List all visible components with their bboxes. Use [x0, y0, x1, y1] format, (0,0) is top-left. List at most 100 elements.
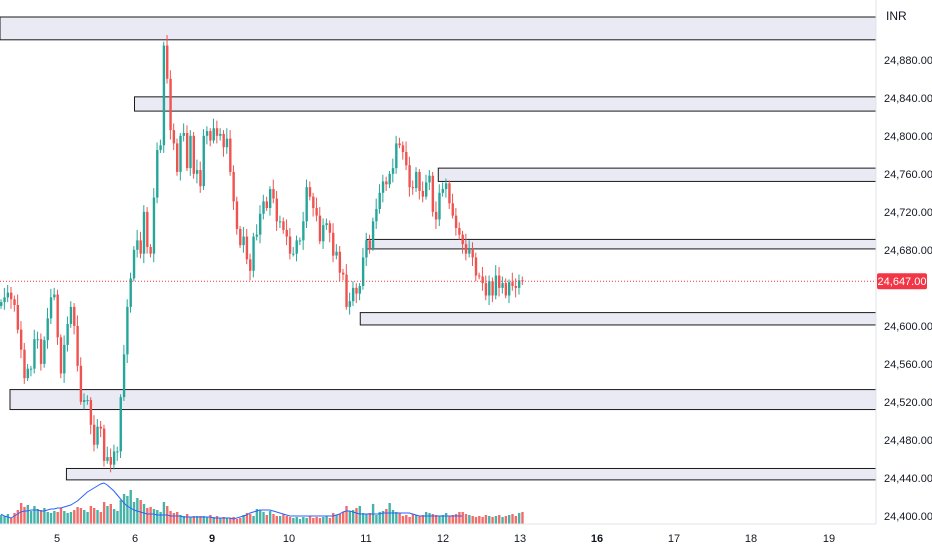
candle[interactable] [139, 231, 142, 259]
candle[interactable] [79, 357, 83, 405]
candle[interactable] [358, 283, 361, 301]
candle[interactable] [93, 415, 96, 452]
candle[interactable] [517, 274, 521, 295]
zone-0[interactable] [0, 16, 877, 41]
candle[interactable] [265, 196, 269, 211]
candle[interactable] [102, 424, 106, 467]
candle[interactable] [255, 224, 259, 241]
candle[interactable] [162, 41, 166, 153]
candle[interactable] [361, 247, 365, 290]
candle[interactable] [418, 169, 421, 200]
candle[interactable] [16, 294, 20, 334]
price-axis[interactable]: 24,880.00 24,840.00 24,800.00 24,760.00 24,7… [884, 55, 932, 523]
candle[interactable] [179, 132, 182, 181]
candle[interactable] [328, 220, 332, 243]
candle[interactable] [441, 182, 444, 197]
candle[interactable] [96, 419, 99, 449]
candle[interactable] [146, 207, 149, 254]
candle[interactable] [89, 397, 93, 435]
candle[interactable] [298, 237, 302, 246]
candle[interactable] [132, 246, 136, 282]
candle[interactable] [0, 299, 3, 309]
candle[interactable] [388, 170, 391, 189]
candle[interactable] [398, 137, 401, 149]
candle[interactable] [494, 265, 498, 300]
candle[interactable] [249, 253, 252, 281]
candle[interactable] [6, 285, 10, 303]
candle[interactable] [10, 286, 13, 309]
candle[interactable] [192, 132, 195, 179]
candle[interactable] [471, 242, 474, 267]
zone-2[interactable] [437, 167, 877, 182]
zone-1[interactable] [134, 96, 877, 112]
candle[interactable] [292, 247, 295, 257]
candle[interactable] [53, 287, 56, 301]
candle[interactable] [29, 365, 33, 377]
candle[interactable] [451, 193, 454, 219]
candle[interactable] [169, 70, 172, 140]
candle[interactable] [69, 301, 73, 328]
candle[interactable] [444, 178, 448, 198]
candle[interactable] [242, 227, 245, 253]
candle[interactable] [275, 190, 278, 231]
candle[interactable] [262, 194, 265, 220]
candle[interactable] [355, 283, 358, 304]
candle[interactable] [26, 363, 29, 382]
candle[interactable] [119, 394, 122, 459]
candle[interactable] [434, 201, 438, 229]
candle[interactable] [222, 130, 225, 157]
candle[interactable] [136, 229, 139, 258]
candle[interactable] [106, 446, 109, 464]
candle[interactable] [478, 272, 481, 280]
candle[interactable] [312, 192, 315, 217]
candle[interactable] [425, 174, 428, 200]
candle[interactable] [395, 135, 398, 174]
candle[interactable] [166, 35, 169, 84]
candle[interactable] [501, 276, 504, 294]
candle[interactable] [461, 230, 464, 254]
candle[interactable] [315, 197, 318, 222]
candle[interactable] [63, 335, 66, 383]
candle[interactable] [305, 179, 308, 229]
candle[interactable] [149, 244, 152, 258]
candle[interactable] [43, 336, 46, 368]
candle[interactable] [431, 171, 435, 217]
candle[interactable] [46, 307, 49, 349]
candle[interactable] [288, 228, 292, 260]
candles[interactable] [0, 35, 524, 473]
candle[interactable] [225, 128, 229, 154]
candle[interactable] [116, 446, 119, 461]
zone-5[interactable] [9, 389, 877, 411]
candle[interactable] [126, 299, 129, 363]
candle[interactable] [325, 218, 328, 230]
candle[interactable] [338, 246, 342, 282]
candle[interactable] [401, 141, 405, 160]
candle[interactable] [19, 321, 23, 359]
candle[interactable] [351, 281, 355, 306]
candle[interactable] [488, 275, 491, 305]
candle[interactable] [3, 287, 6, 310]
candle[interactable] [511, 272, 514, 291]
candle[interactable] [385, 176, 388, 191]
candle[interactable] [308, 181, 312, 201]
candle[interactable] [109, 448, 112, 473]
candle[interactable] [122, 344, 126, 401]
candle[interactable] [219, 128, 222, 141]
candle[interactable] [415, 167, 418, 192]
candle[interactable] [66, 316, 69, 352]
candle[interactable] [152, 188, 156, 263]
candle[interactable] [391, 158, 395, 183]
candle[interactable] [371, 217, 375, 251]
candle[interactable] [23, 343, 26, 384]
candle[interactable] [322, 218, 325, 249]
candle[interactable] [302, 211, 305, 250]
candle[interactable] [421, 181, 425, 203]
candle[interactable] [318, 207, 322, 245]
candle[interactable] [259, 205, 262, 244]
candle[interactable] [176, 138, 179, 176]
candle[interactable] [448, 180, 451, 209]
candle[interactable] [129, 272, 132, 313]
candle[interactable] [232, 165, 235, 210]
candle[interactable] [514, 278, 518, 298]
